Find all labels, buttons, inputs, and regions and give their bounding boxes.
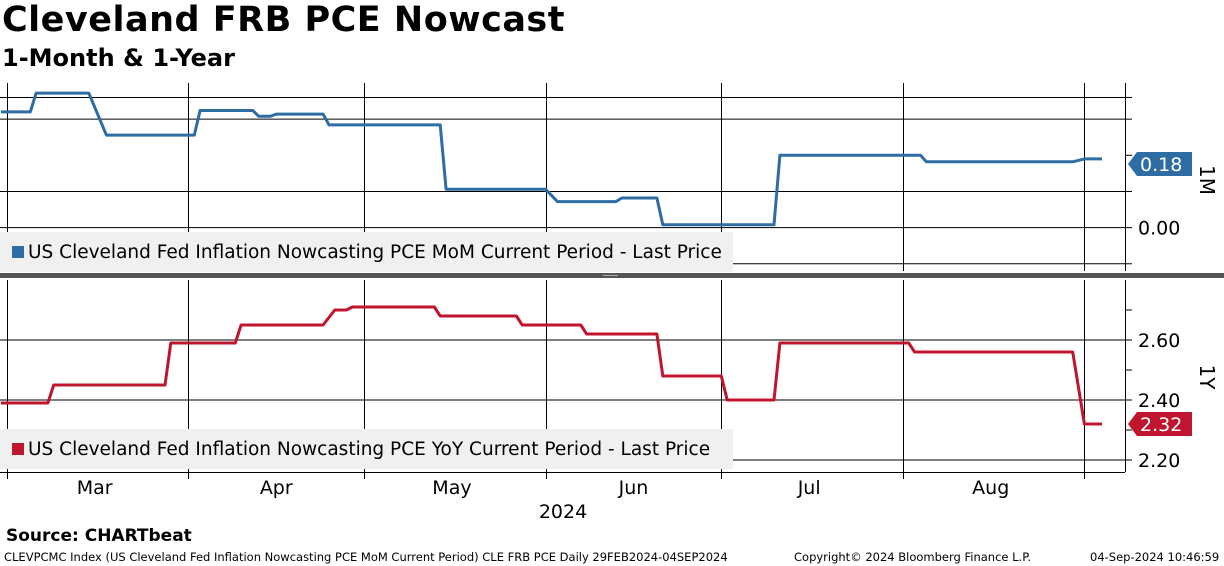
chart-subtitle: 1-Month & 1-Year: [2, 44, 235, 72]
x-tick-label: Mar: [77, 477, 113, 499]
yoy-legend-swatch: [12, 443, 24, 455]
footer-description: CLEVPCMC Index (US Cleveland Fed Inflati…: [4, 550, 728, 564]
mom-panel-label: 1M: [1195, 165, 1219, 195]
chart-title: Cleveland FRB PCE Nowcast: [2, 0, 565, 40]
mom-legend-box: [0, 232, 733, 272]
yoy-y-tick-label: 2.60: [1138, 330, 1180, 352]
mom-legend-label: US Cleveland Fed Inflation Nowcasting PC…: [28, 242, 722, 263]
yoy-series-line: [1, 305, 1102, 426]
x-tick-label: Jul: [797, 477, 821, 499]
mom-y-tick-label: 0.00: [1138, 218, 1180, 240]
x-tick-label: Jun: [618, 477, 649, 499]
yoy-panel-label: 1Y: [1195, 365, 1219, 391]
mom-last-value-label: 0.18: [1140, 154, 1182, 176]
yoy-last-value-label: 2.32: [1140, 414, 1182, 436]
yoy-legend-label: US Cleveland Fed Inflation Nowcasting PC…: [28, 439, 710, 460]
mom-legend-swatch: [12, 246, 24, 258]
mom-last-value-tag: [1128, 152, 1192, 176]
x-year-label: 2024: [539, 501, 587, 523]
footer-timestamp: 04-Sep-2024 10:46:59: [1090, 550, 1220, 564]
mom-series-line: [1, 91, 1102, 227]
x-tick-label: Aug: [972, 477, 1009, 499]
x-tick-label: Apr: [260, 477, 293, 499]
footer-copyright: Copyright© 2024 Bloomberg Finance L.P.: [794, 550, 1031, 564]
yoy-last-value-tag: [1128, 412, 1192, 436]
source-note: Source: CHARTbeat: [6, 526, 192, 546]
x-tick-label: May: [432, 477, 471, 499]
yoy-legend-box: [0, 429, 733, 469]
yoy-y-tick-label: 2.40: [1138, 390, 1180, 412]
yoy-y-tick-label: 2.20: [1138, 450, 1180, 472]
